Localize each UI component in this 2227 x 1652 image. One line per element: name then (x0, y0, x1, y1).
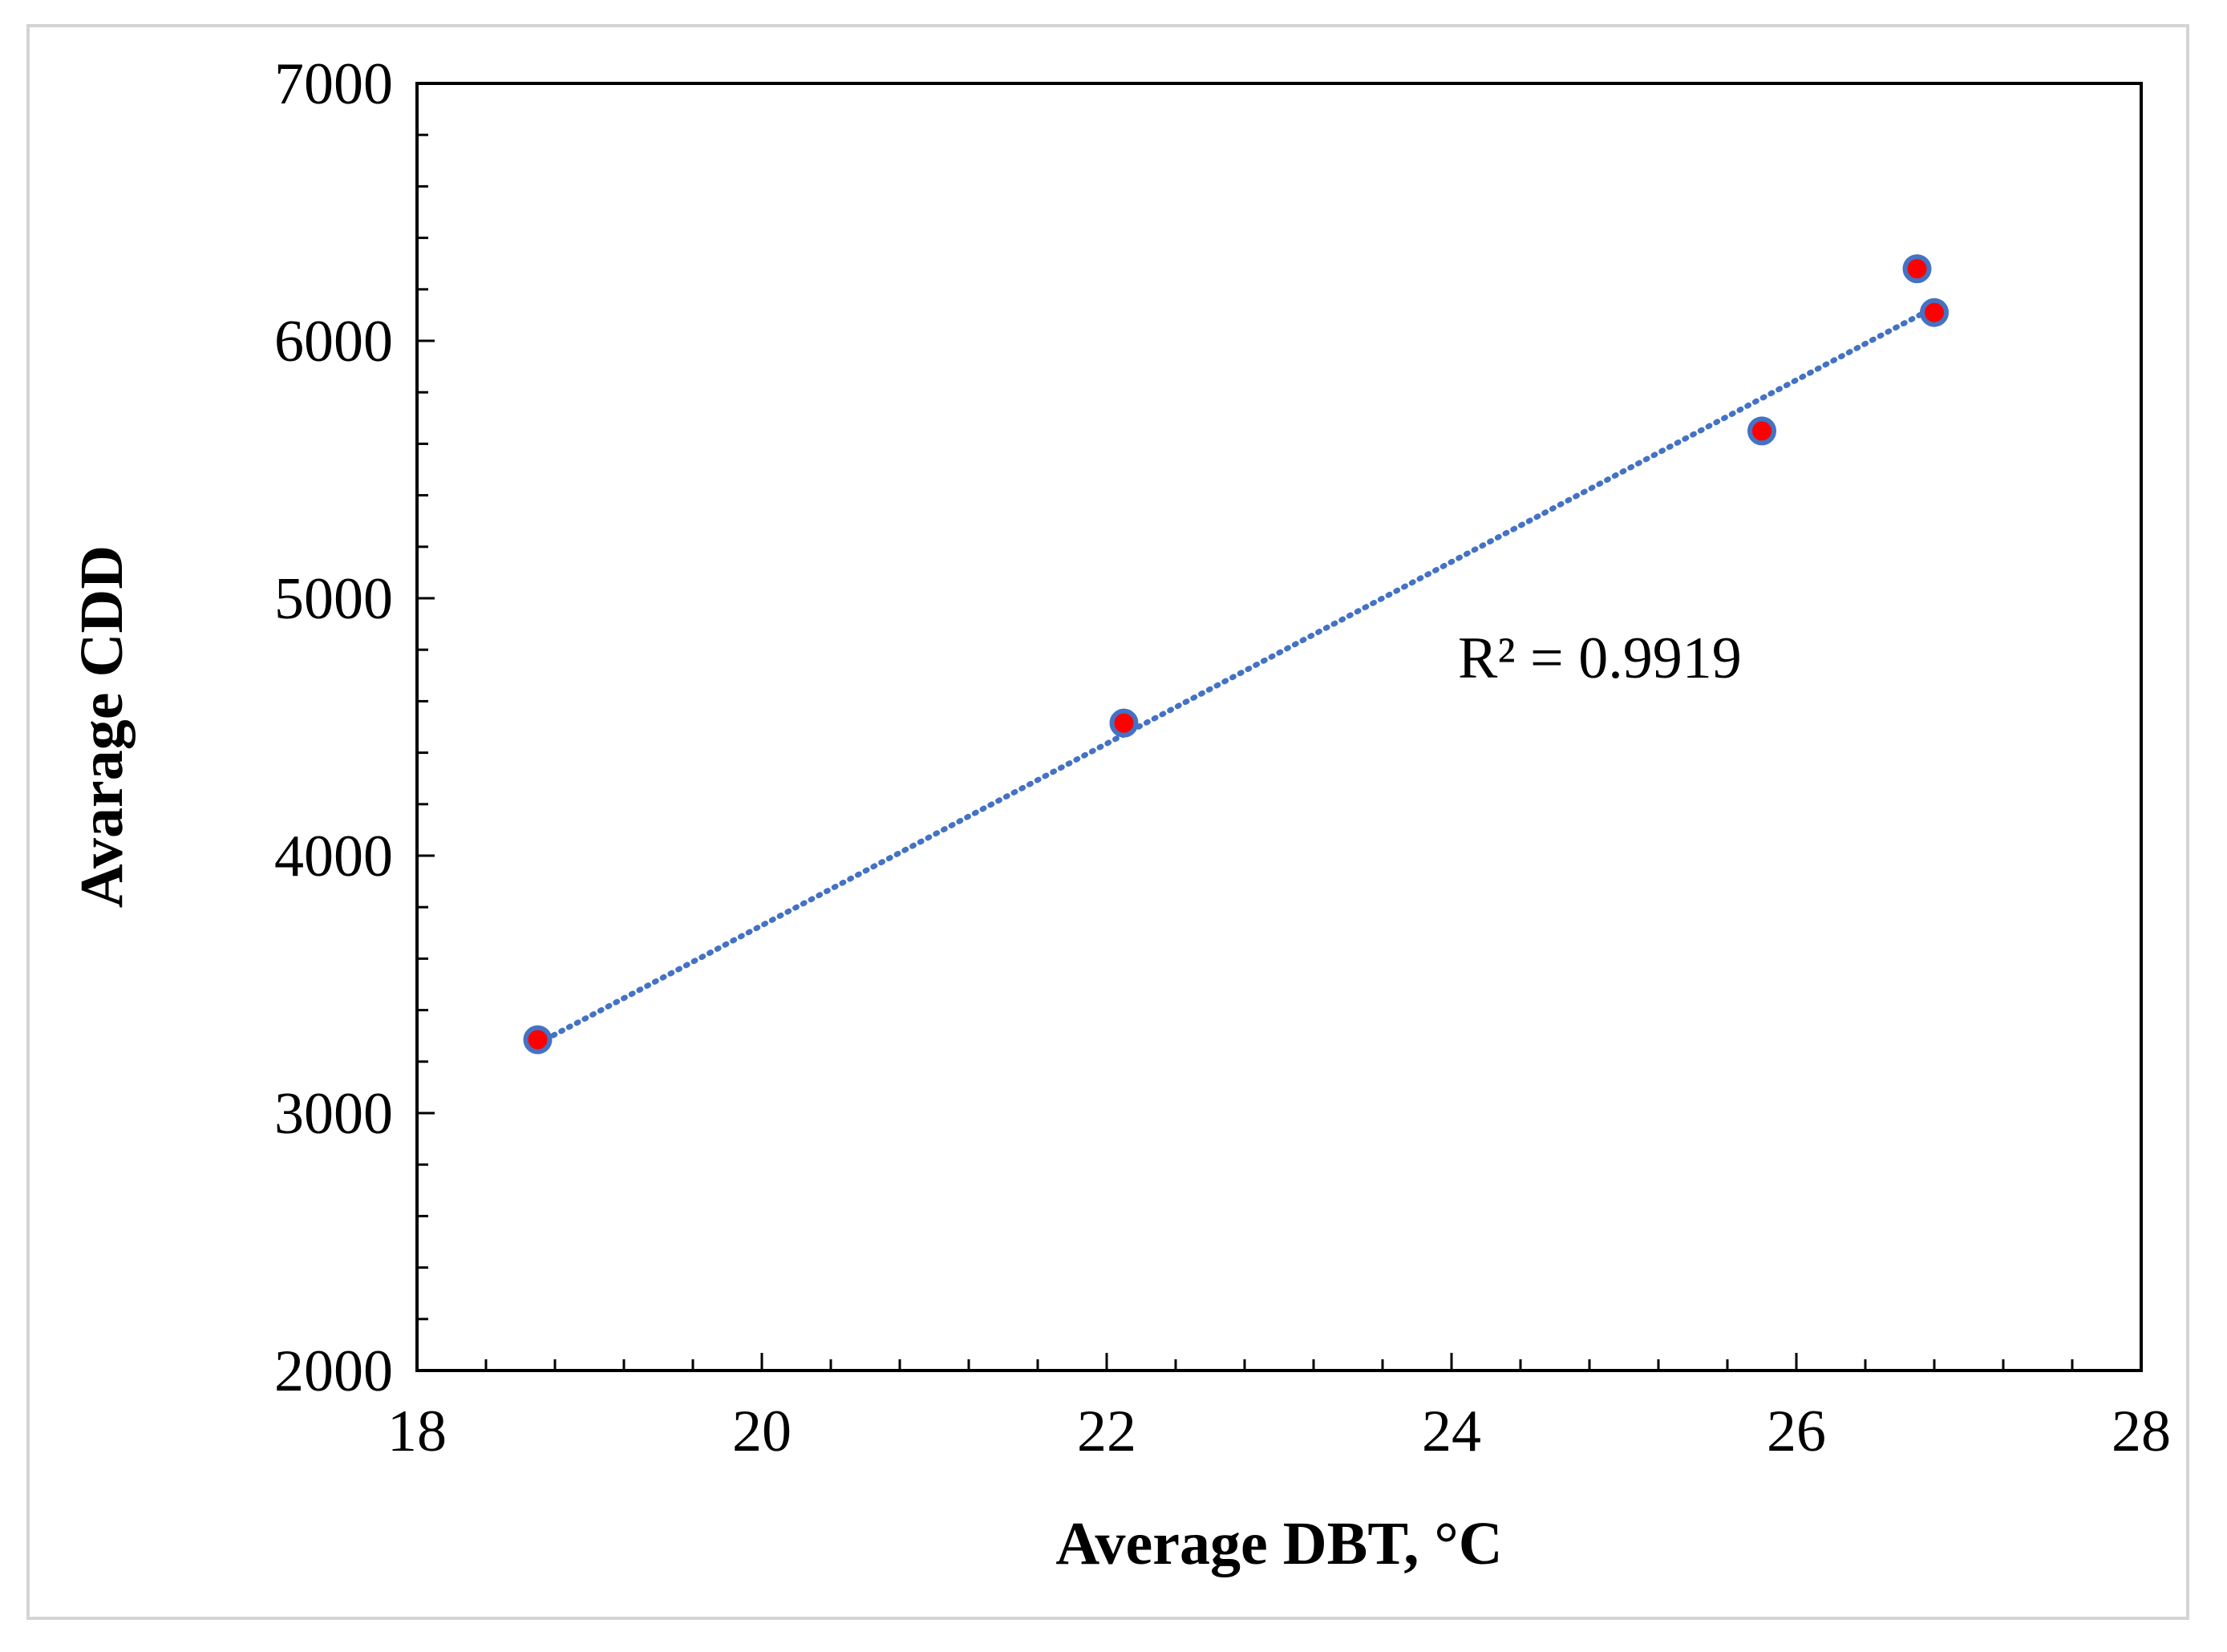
x-tick-labels: 18 20 22 24 26 28 (387, 1399, 2171, 1464)
data-point (1902, 254, 1932, 284)
data-point (523, 1025, 553, 1055)
x-tick-label: 26 (1767, 1399, 1826, 1464)
trendline-layer (535, 304, 1937, 1047)
y-tick-label: 3000 (274, 1081, 393, 1147)
data-points (523, 254, 1949, 1055)
y-tick-label: 6000 (274, 309, 393, 375)
x-tick-label: 28 (2112, 1399, 2171, 1464)
y-tick-label: 2000 (274, 1338, 393, 1404)
y-tick-label: 5000 (274, 566, 393, 632)
y-tick-label: 7000 (274, 51, 393, 117)
plot-area (415, 82, 2143, 1372)
x-tick-label: 24 (1422, 1399, 1481, 1464)
data-point (1747, 416, 1776, 446)
axis-ticks (415, 82, 2143, 1372)
x-tick-label: 22 (1077, 1399, 1136, 1464)
y-tick-labels: 2000 3000 4000 5000 6000 7000 (274, 51, 393, 1404)
y-axis-title: Avarage CDD (68, 545, 136, 908)
data-point (1920, 298, 1949, 327)
x-tick-label: 18 (387, 1399, 447, 1464)
r-squared-annotation: R² = 0.9919 (1458, 626, 1742, 691)
x-tick-label: 20 (732, 1399, 792, 1464)
x-axis-title: Average DBT, °C (1055, 1510, 1502, 1577)
trendline (535, 304, 1937, 1047)
data-point (1109, 708, 1139, 738)
y-tick-label: 4000 (274, 824, 393, 889)
